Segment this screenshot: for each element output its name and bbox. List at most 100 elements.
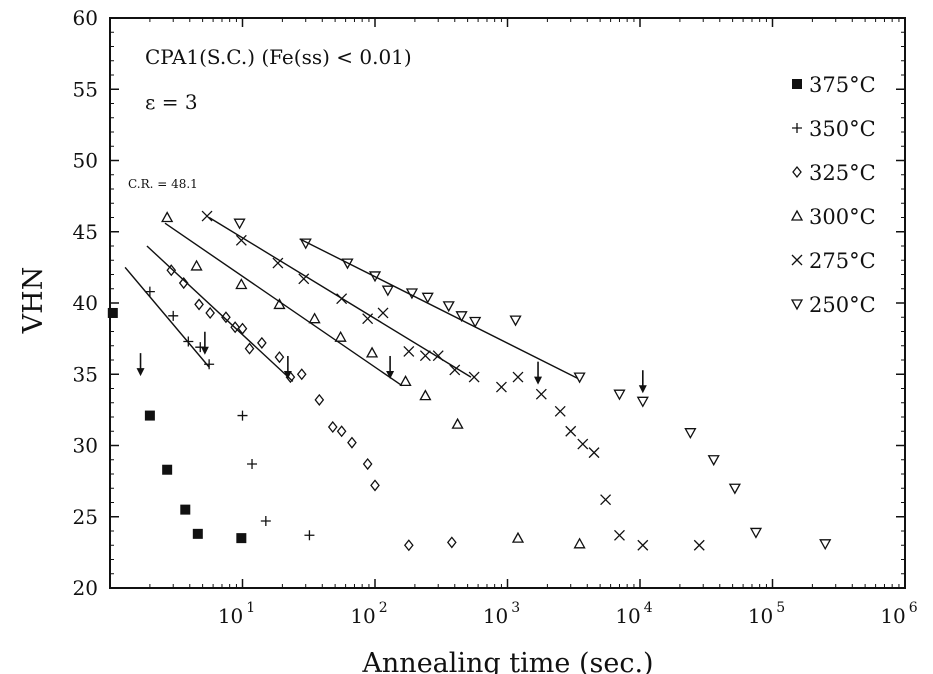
- data-point: [578, 439, 588, 449]
- data-point: [694, 540, 704, 550]
- legend-marker: [792, 255, 802, 265]
- data-point: [180, 505, 190, 515]
- data-point: [420, 391, 430, 400]
- data-point: [145, 287, 155, 297]
- data-point: [685, 429, 695, 438]
- data-point: [496, 382, 506, 392]
- data-point: [310, 314, 320, 323]
- data-point: [238, 411, 248, 421]
- data-point: [275, 352, 283, 362]
- data-point: [709, 456, 719, 465]
- data-point: [820, 540, 830, 549]
- data-point: [453, 419, 463, 428]
- data-point: [404, 346, 414, 356]
- data-point: [247, 459, 257, 469]
- data-point: [145, 411, 155, 421]
- x-axis-title: Annealing time (sec.): [361, 648, 653, 674]
- legend-marker: [792, 211, 802, 220]
- data-point: [511, 316, 521, 325]
- fit-line: [125, 267, 209, 367]
- data-point: [337, 294, 347, 304]
- data-point: [614, 390, 624, 399]
- transition-arrow-head: [639, 385, 647, 393]
- data-point: [336, 332, 346, 341]
- data-point: [638, 540, 648, 550]
- data-point: [261, 516, 271, 526]
- data-point: [513, 533, 523, 542]
- legend-label: 300°C: [809, 205, 876, 229]
- data-point: [371, 480, 379, 490]
- data-point: [108, 308, 118, 318]
- y-tick-label: 55: [73, 77, 98, 101]
- data-point: [420, 351, 430, 361]
- y-tick-label: 20: [73, 576, 98, 600]
- chart-annotation-material: CPA1(S.C.) (Fe(ss) < 0.01): [145, 45, 412, 69]
- data-point: [192, 261, 202, 270]
- chart-annotation-strain: ε = 3: [145, 90, 198, 114]
- x-tick-label: 10 3: [483, 600, 520, 628]
- y-axis-title: VHN: [18, 267, 49, 335]
- data-point: [204, 359, 214, 369]
- data-point: [383, 286, 393, 295]
- data-point: [614, 530, 624, 540]
- legend-marker: [793, 167, 801, 177]
- data-point: [378, 308, 388, 318]
- fit-line: [147, 246, 293, 381]
- data-point: [246, 344, 254, 354]
- data-point: [566, 426, 576, 436]
- legend-marker: [792, 300, 802, 309]
- data-point: [193, 529, 203, 539]
- data-point: [448, 537, 456, 547]
- transition-arrow-head: [534, 377, 542, 385]
- legend-label: 350°C: [809, 117, 876, 141]
- data-point: [364, 459, 372, 469]
- data-point: [401, 376, 411, 385]
- x-tick-label: 10 4: [615, 600, 652, 628]
- y-tick-label: 35: [73, 362, 98, 386]
- data-point: [202, 211, 212, 221]
- data-point: [589, 448, 599, 458]
- data-point: [195, 299, 203, 309]
- legend-label: 325°C: [809, 161, 876, 185]
- data-point: [513, 372, 523, 382]
- y-tick-label: 60: [73, 6, 98, 30]
- transition-arrow-head: [201, 347, 209, 355]
- legend-marker: [792, 79, 802, 89]
- data-point: [329, 422, 337, 432]
- data-point: [338, 426, 346, 436]
- data-point: [348, 438, 356, 448]
- data-point: [601, 495, 611, 505]
- y-tick-label: 45: [73, 220, 98, 244]
- data-point: [555, 406, 565, 416]
- x-tick-label: 10 1: [218, 600, 255, 628]
- data-point: [258, 338, 266, 348]
- plot-frame: [110, 18, 905, 588]
- data-point: [638, 397, 648, 406]
- data-point: [162, 213, 172, 222]
- x-tick-label: 10 2: [350, 600, 387, 628]
- data-point: [363, 314, 373, 324]
- legend-marker: [792, 123, 802, 133]
- transition-arrow-head: [137, 368, 145, 376]
- fit-lines: [125, 218, 578, 386]
- data-point: [367, 348, 377, 357]
- data-point: [575, 539, 585, 548]
- data-point: [162, 465, 172, 475]
- legend-label: 375°C: [809, 73, 876, 97]
- data-point: [236, 279, 246, 288]
- data-point: [236, 533, 246, 543]
- chart-annotation-cr: C.R. = 48.1: [128, 177, 198, 191]
- data-point: [730, 484, 740, 493]
- y-tick-label: 30: [73, 434, 98, 458]
- legend-label: 250°C: [809, 293, 876, 317]
- data-point: [298, 369, 306, 379]
- y-tick-label: 25: [73, 505, 98, 529]
- data-point: [444, 302, 454, 311]
- legend: 375°C 350°C 325°C 300°C 275°C 250°C: [792, 73, 876, 317]
- data-point: [235, 219, 245, 228]
- fit-line: [165, 223, 402, 385]
- data-points: [108, 211, 830, 550]
- data-point: [206, 308, 214, 318]
- data-point: [304, 530, 314, 540]
